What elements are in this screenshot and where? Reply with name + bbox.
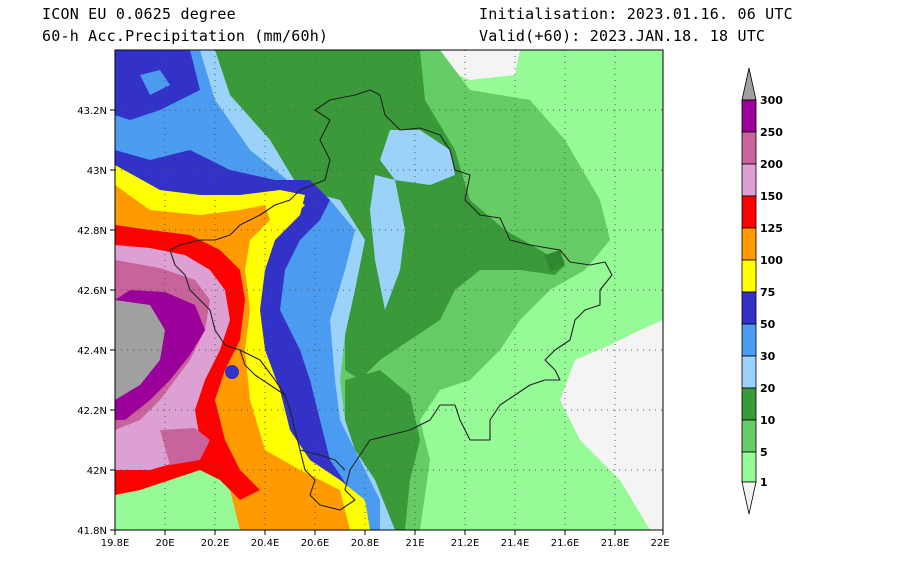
lon-label: 20.8E bbox=[351, 538, 380, 549]
lon-label: 19.8E bbox=[101, 538, 130, 549]
lon-label: 22E bbox=[650, 538, 669, 549]
colorbar-swatch-100 bbox=[741, 227, 757, 261]
lat-label: 42N bbox=[87, 466, 107, 477]
colorbar-max-triangle bbox=[741, 67, 757, 101]
colorbar-labels: 300 250 200 150 125 100 75 50 30 20 10 5… bbox=[760, 94, 783, 489]
colorbar-swatch-200 bbox=[741, 131, 757, 165]
colorbar-swatch-5 bbox=[741, 419, 757, 453]
colorbar-label: 200 bbox=[760, 158, 783, 171]
valid-time: Valid(+60): 2023.JAN.18. 18 UTC bbox=[479, 27, 766, 45]
lat-label: 42.8N bbox=[77, 226, 107, 237]
colorbar-swatch-50 bbox=[741, 291, 757, 325]
lon-label: 20.6E bbox=[301, 538, 330, 549]
colorbar-label: 30 bbox=[760, 350, 776, 363]
lat-label: 42.6N bbox=[77, 286, 107, 297]
lon-label: 21.2E bbox=[451, 538, 480, 549]
colorbar-label: 75 bbox=[760, 286, 775, 299]
lat-label: 43.2N bbox=[77, 106, 107, 117]
lon-label: 21.6E bbox=[551, 538, 580, 549]
lon-label: 20.2E bbox=[201, 538, 230, 549]
lon-label: 20E bbox=[155, 538, 174, 549]
colorbar-swatch-150 bbox=[741, 163, 757, 197]
colorbar-swatch-20 bbox=[741, 355, 757, 389]
map-title-model: ICON EU 0.0625 degree bbox=[42, 5, 236, 23]
colorbar-swatch-10 bbox=[741, 387, 757, 421]
colorbar-swatch-75 bbox=[741, 259, 757, 293]
colorbar-label: 20 bbox=[760, 382, 776, 395]
colorbar-label: 125 bbox=[760, 222, 783, 235]
colorbar-swatch-1 bbox=[741, 451, 757, 483]
map-title-field: 60-h Acc.Precipitation (mm/60h) bbox=[42, 27, 329, 45]
initialisation-time: Initialisation: 2023.01.16. 06 UTC bbox=[479, 5, 793, 23]
lat-label: 43N bbox=[87, 166, 107, 177]
colorbar-label: 250 bbox=[760, 126, 783, 139]
colorbar-label: 300 bbox=[760, 94, 783, 107]
latitude-labels: 43.2N 43N 42.8N 42.6N 42.4N 42.2N 42N 41… bbox=[77, 106, 107, 537]
lat-label: 42.2N bbox=[77, 406, 107, 417]
colorbar bbox=[741, 67, 757, 515]
longitude-labels: 19.8E 20E 20.2E 20.4E 20.6E 20.8E 21E 21… bbox=[101, 538, 670, 549]
lon-label: 21.8E bbox=[601, 538, 630, 549]
colorbar-label: 100 bbox=[760, 254, 783, 267]
country-borders bbox=[169, 89, 613, 511]
graticule bbox=[115, 50, 663, 530]
precipitation-field bbox=[115, 50, 663, 530]
colorbar-swatch-250 bbox=[741, 99, 757, 133]
colorbar-label: 1 bbox=[760, 476, 768, 489]
lat-label: 41.8N bbox=[77, 526, 107, 537]
axis-ticks bbox=[110, 109, 664, 535]
colorbar-swatch-30 bbox=[741, 323, 757, 357]
lon-label: 21.4E bbox=[501, 538, 530, 549]
lat-label: 42.4N bbox=[77, 346, 107, 357]
colorbar-label: 10 bbox=[760, 414, 776, 427]
colorbar-label: 50 bbox=[760, 318, 776, 331]
colorbar-label: 5 bbox=[760, 446, 768, 459]
lon-label: 21E bbox=[405, 538, 424, 549]
lon-label: 20.4E bbox=[251, 538, 280, 549]
colorbar-swatch-125 bbox=[741, 195, 757, 229]
colorbar-label: 150 bbox=[760, 190, 783, 203]
colorbar-min-triangle bbox=[741, 481, 757, 515]
